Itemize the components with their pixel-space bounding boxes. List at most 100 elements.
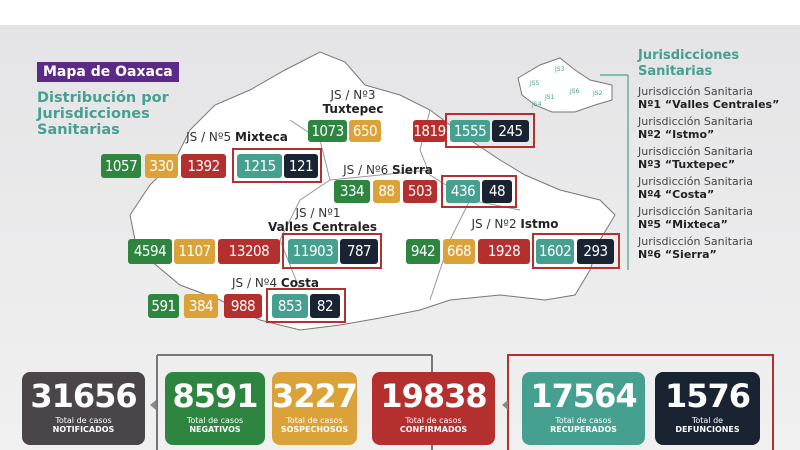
jurisdiction-number: JS / Nº5 bbox=[186, 130, 232, 144]
jurisdiction-name: Valles Centrales bbox=[268, 220, 378, 234]
negativos-count: 942 bbox=[406, 239, 440, 264]
total-card-defunciones: 1576 Total de DEFUNCIONES bbox=[655, 372, 760, 445]
recuperados-count: 1555 bbox=[450, 120, 490, 142]
legend-item-caption: Jurisdicción Sanitaria bbox=[638, 145, 754, 158]
recovered-deaths-frame bbox=[445, 113, 535, 148]
jurisdiction-number: JS / Nº1 bbox=[295, 206, 341, 220]
confirmados-count: 1928 bbox=[478, 239, 530, 264]
map-subtitle: Distribución por Jurisdicciones Sanitari… bbox=[37, 90, 169, 138]
total-card-confirmados: 19838 Total de casos CONFIRMADOS bbox=[372, 372, 495, 445]
confirmados-count: 988 bbox=[224, 294, 262, 318]
total-caption: Total de casos bbox=[555, 416, 612, 425]
total-label: CONFIRMADOS bbox=[399, 425, 468, 434]
bracket-arrow-icon bbox=[150, 400, 156, 410]
jurisdiction-number: JS / Nº2 bbox=[471, 217, 517, 231]
legend-item: Jurisdicción Sanitaria Nº6 “Sierra” bbox=[638, 235, 753, 261]
total-card-negativos: 8591 Total de casos NEGATIVOS bbox=[165, 372, 265, 445]
total-caption: Total de casos bbox=[286, 416, 343, 425]
defunciones-count: 48 bbox=[482, 180, 512, 203]
legend-title: Jurisdicciones Sanitarias bbox=[638, 48, 740, 79]
jurisdiction-name: Mixteca bbox=[235, 130, 288, 144]
sospechosos-count: 88 bbox=[373, 180, 400, 203]
jurisdiction-name: Tuxtepec bbox=[322, 102, 384, 116]
mini-map-label: JS2 bbox=[593, 90, 603, 97]
mini-map-label: JS6 bbox=[570, 88, 580, 95]
jurisdiction-number: JS / Nº6 bbox=[343, 163, 389, 177]
confirmados-count: 1819 bbox=[413, 120, 446, 142]
recuperados-count: 11903 bbox=[288, 239, 338, 264]
total-caption: Total de casos bbox=[186, 416, 244, 425]
negativos-count: 1057 bbox=[101, 154, 141, 178]
defunciones-count: 293 bbox=[577, 239, 614, 264]
recovered-deaths-frame bbox=[441, 175, 517, 208]
recuperados-count: 853 bbox=[272, 294, 308, 318]
mini-map-label: JS4 bbox=[532, 101, 542, 108]
legend-item-caption: Jurisdicción Sanitaria bbox=[638, 205, 754, 218]
negativos-count: 334 bbox=[334, 180, 370, 203]
sospechosos-count: 330 bbox=[145, 154, 178, 178]
total-label: NOTIFICADOS bbox=[52, 425, 115, 434]
total-caption: Total de casos bbox=[55, 416, 112, 425]
total-label: SOSPECHOSOS bbox=[280, 425, 349, 434]
defunciones-count: 82 bbox=[310, 294, 340, 318]
legend-item: Jurisdicción Sanitaria Nº5 “Mixteca” bbox=[638, 205, 753, 231]
bracket-line-red bbox=[507, 354, 774, 450]
jurisdiction-label: JS / Nº2 Istmo bbox=[455, 217, 575, 231]
sospechosos-count: 650 bbox=[349, 120, 381, 142]
legend-item-caption: Jurisdicción Sanitaria bbox=[638, 235, 754, 248]
total-card-notificados: 31656 Total de casos NOTIFICADOS bbox=[22, 372, 145, 445]
negativos-count: 4594 bbox=[128, 239, 172, 264]
total-label: NEGATIVOS bbox=[189, 425, 241, 434]
jurisdiction-name: Istmo bbox=[520, 217, 559, 231]
legend-item-name: Nº4 “Costa” bbox=[638, 188, 715, 201]
negativos-count: 1073 bbox=[308, 120, 347, 142]
sospechosos-count: 668 bbox=[443, 239, 475, 264]
mini-map-label: JS1 bbox=[545, 94, 555, 101]
legend-item: Jurisdicción Sanitaria Nº2 “Istmo” bbox=[638, 115, 753, 141]
recovered-deaths-frame bbox=[532, 233, 620, 269]
total-value: 17564 bbox=[530, 377, 637, 415]
defunciones-count: 245 bbox=[492, 120, 529, 142]
total-caption: Total de casos bbox=[405, 416, 462, 425]
recovered-deaths-frame bbox=[266, 288, 346, 323]
mini-map-label: JS3 bbox=[555, 66, 565, 73]
recovered-deaths-frame bbox=[282, 233, 382, 269]
mini-map bbox=[517, 57, 613, 113]
jurisdiction-number: JS / Nº4 bbox=[232, 276, 278, 290]
map-title: Mapa de Oaxaca bbox=[37, 62, 179, 82]
total-label: DEFUNCIONES bbox=[675, 425, 740, 434]
total-label: RECUPERADOS bbox=[550, 425, 617, 434]
defunciones-count: 121 bbox=[284, 154, 318, 178]
recuperados-count: 1602 bbox=[536, 239, 574, 264]
recuperados-count: 1215 bbox=[237, 154, 282, 178]
jurisdiction-name: Costa bbox=[280, 276, 319, 290]
jurisdiction-label: JS / Nº6 Sierra bbox=[343, 163, 433, 177]
legend-item-name: Nº2 “Istmo” bbox=[638, 128, 715, 141]
sospechosos-count: 1107 bbox=[174, 239, 215, 264]
jurisdiction-label: JS / Nº4 Costa bbox=[232, 276, 319, 290]
jurisdiction-label: JS / Nº3 Tuxtepec bbox=[318, 88, 388, 116]
confirmados-count: 13208 bbox=[218, 239, 280, 264]
total-caption: Total de bbox=[691, 416, 724, 425]
confirmados-count: 1392 bbox=[181, 154, 226, 178]
legend-item-name: Nº5 “Mixteca” bbox=[638, 218, 728, 231]
legend-item-caption: Jurisdicción Sanitaria bbox=[638, 85, 754, 98]
defunciones-count: 787 bbox=[340, 239, 378, 264]
recuperados-count: 436 bbox=[446, 180, 480, 203]
bracket-arrow-icon bbox=[502, 400, 508, 410]
confirmados-count: 503 bbox=[403, 180, 437, 203]
jurisdiction-name: Sierra bbox=[392, 163, 433, 177]
legend-item-caption: Jurisdicción Sanitaria bbox=[638, 175, 754, 188]
total-card-recuperados: 17564 Total de casos RECUPERADOS bbox=[522, 372, 645, 445]
jurisdiction-label: JS / Nº1 Valles Centrales bbox=[268, 206, 377, 234]
mini-map-label: JS5 bbox=[530, 80, 540, 87]
legend-item-name: Nº3 “Tuxtepec” bbox=[638, 158, 736, 171]
total-value: 1576 bbox=[664, 377, 751, 415]
legend-item: Jurisdicción Sanitaria Nº1 “Valles Centra… bbox=[638, 85, 779, 111]
total-value: 3227 bbox=[272, 377, 358, 415]
legend-item-caption: Jurisdicción Sanitaria bbox=[638, 115, 754, 128]
total-value: 19838 bbox=[380, 377, 487, 415]
legend-item-name: Nº1 “Valles Centrales” bbox=[638, 98, 780, 111]
legend-item: Jurisdicción Sanitaria Nº3 “Tuxtepec” bbox=[638, 145, 753, 171]
legend-item-name: Nº6 “Sierra” bbox=[638, 248, 717, 261]
